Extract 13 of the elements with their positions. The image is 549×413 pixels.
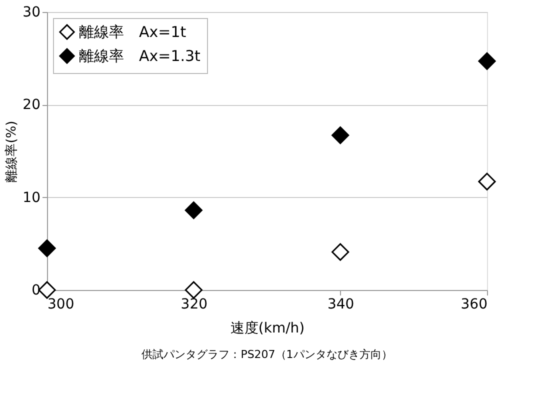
x-tick-label: 320 [180, 296, 208, 312]
x-tick-label: 300 [48, 296, 74, 312]
y-axis-title: 離線率(%) [4, 120, 20, 182]
y-tick-label: 0 [32, 282, 40, 298]
y-tick-label: 20 [22, 97, 40, 114]
legend-label: 離線率 Ax=1t [79, 23, 186, 41]
y-tick-label: 10 [22, 190, 40, 206]
legend-label: 離線率 Ax=1.3t [79, 47, 201, 65]
text: 供試パンタグラフ：PS207（1パンタなびき方向） [142, 348, 392, 361]
x-tick-label: 360 [460, 296, 488, 312]
y-tick-label: 30 [22, 4, 40, 20]
x-tick-label: 340 [327, 296, 354, 312]
x-axis-title: 速度(km/h) [230, 320, 305, 336]
